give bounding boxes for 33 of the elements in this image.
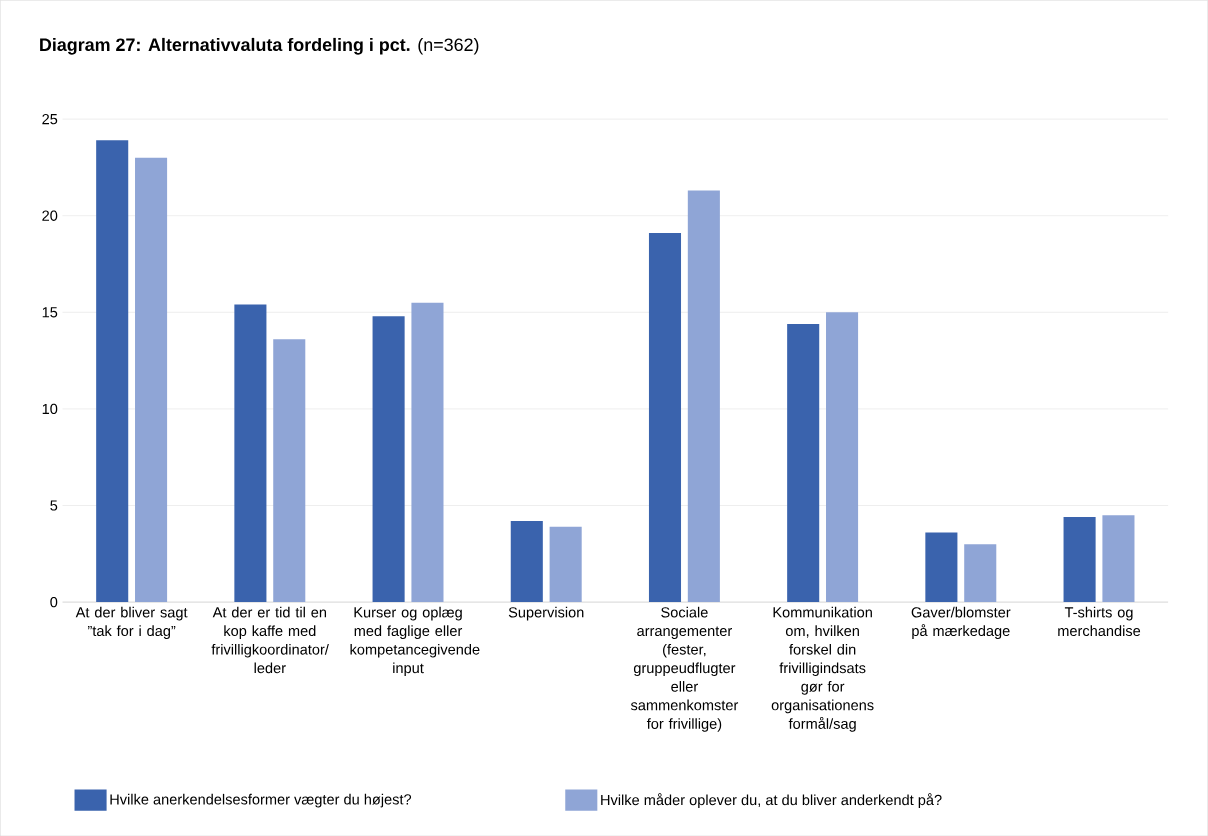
bar bbox=[1102, 515, 1135, 602]
bar bbox=[96, 140, 129, 602]
legend-label: Hvilke måder oplever du, at du bliver anderkendt på? bbox=[601, 793, 942, 808]
y-tick-label: 20 bbox=[42, 210, 58, 221]
bar bbox=[273, 339, 306, 602]
bar bbox=[964, 543, 997, 602]
x-tick-label: Kommunikation om, hvilken forskel din frivilligindsats gør for organisationens formål/sag bbox=[771, 606, 874, 732]
bar bbox=[687, 190, 720, 602]
chart-title: Diagram 27: Alternativvaluta fordeling i pct. (n=362) bbox=[40, 37, 479, 55]
bar bbox=[234, 304, 267, 602]
x-tick-label: Gaver/blomster på mærkedage bbox=[911, 606, 1011, 639]
x-tick-label: Sociale arrangementer (fester, gruppeudflugter eller sammenkomster for frivillige) bbox=[630, 606, 739, 732]
y-tick-label: 15 bbox=[42, 307, 58, 318]
bar bbox=[648, 232, 682, 602]
x-tick-label: At der bliver sagt ”tak for i dag” bbox=[75, 606, 188, 639]
x-tick-label: Supervision bbox=[508, 606, 584, 621]
bar bbox=[411, 302, 444, 602]
bar bbox=[549, 526, 582, 602]
x-tick-label: T-shirts og merchandise bbox=[1058, 606, 1141, 636]
bar bbox=[826, 312, 859, 602]
y-tick-label: 10 bbox=[42, 403, 58, 414]
y-tick-label: 5 bbox=[50, 500, 58, 511]
bar bbox=[1063, 516, 1096, 602]
y-tick-label: 0 bbox=[50, 596, 58, 608]
bar bbox=[372, 316, 405, 602]
bar bbox=[925, 532, 958, 602]
legend-label: Hvilke anerkendelsesformer vægter du højest? bbox=[110, 793, 412, 808]
x-tick-label: At der er tid til en kop kaffe med frivilligkoordinator/ leder bbox=[211, 606, 329, 674]
y-tick-label: 25 bbox=[42, 113, 58, 125]
bar bbox=[787, 323, 820, 602]
x-tick-label: Kurser og oplæg med faglige eller kompetancegivende input bbox=[350, 606, 480, 676]
bar bbox=[135, 157, 168, 602]
bar bbox=[510, 520, 543, 602]
